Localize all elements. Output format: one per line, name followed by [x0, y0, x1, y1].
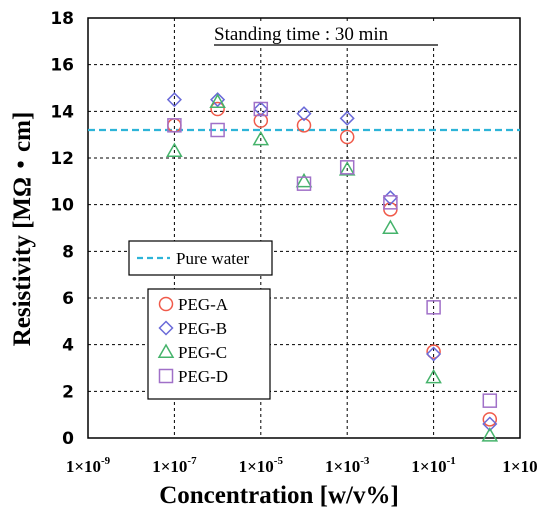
y-tick-labels: 0 2 4 6 8 10 12 14 16 18 — [50, 9, 74, 449]
legend-marker-peg-b — [158, 320, 174, 336]
x-tick-labels: 1×10-9 1×10-7 1×10-5 1×10-3 1×10-1 1×10 — [66, 455, 538, 476]
legend-label: PEG-B — [178, 319, 227, 338]
series-peg-d — [167, 101, 498, 408]
x-axis-title: Concentration [w/v%] — [159, 482, 399, 509]
data-point — [210, 92, 226, 108]
y-tick-label: 2 — [62, 382, 74, 402]
legend-marker-peg-a — [158, 296, 174, 312]
data-point — [426, 344, 441, 359]
data-point — [426, 346, 442, 362]
data-point — [338, 161, 356, 176]
legend-marker-peg-c — [157, 343, 175, 358]
data-point — [339, 129, 355, 145]
x-tick-label: 1×10-9 — [66, 455, 111, 476]
data-point — [296, 118, 312, 133]
y-tick-label: 4 — [62, 336, 74, 356]
series-peg-c — [166, 93, 499, 442]
data-point — [481, 427, 499, 442]
y-tick-label: 0 — [62, 429, 74, 449]
data-point — [382, 219, 399, 234]
data-point — [482, 412, 498, 427]
data-point — [210, 101, 225, 117]
y-axis-title: Resistivity [MΩ・cm] — [9, 112, 36, 347]
data-point — [166, 92, 182, 108]
y-tick-label: 12 — [50, 149, 74, 169]
legend-label: PEG-A — [178, 295, 229, 314]
data-point — [426, 300, 441, 315]
series-legend-box — [147, 288, 271, 400]
data-point — [482, 416, 498, 432]
data-point — [296, 176, 312, 191]
data-point — [210, 122, 225, 138]
reference-legend: Pure water — [128, 240, 273, 276]
y-tick-label: 16 — [50, 56, 74, 76]
data-point — [209, 93, 226, 108]
x-tick-label: 1×10-1 — [411, 455, 455, 476]
data-point — [339, 110, 355, 126]
legend-label: PEG-D — [178, 367, 228, 386]
x-tick-label: 1×10-7 — [152, 455, 197, 476]
y-tick-label: 18 — [50, 9, 74, 29]
x-tick-label: 1×10-5 — [239, 455, 284, 476]
plot-frame — [87, 17, 521, 439]
data-point — [425, 368, 442, 384]
data-point — [167, 118, 182, 133]
data-point — [295, 172, 313, 188]
data-point — [296, 106, 312, 122]
data-point — [253, 113, 269, 128]
y-tick-label: 8 — [62, 242, 74, 262]
standing-time-annotation: Standing time : 30 min — [214, 24, 389, 45]
y-tick-label: 10 — [50, 196, 74, 216]
data-point — [482, 393, 498, 408]
y-tick-label: 14 — [50, 102, 74, 122]
data-point — [253, 101, 269, 117]
legend-label: PEG-C — [178, 343, 227, 362]
series-legend: PEG-A PEG-B PEG-C PEG-D — [147, 288, 271, 400]
series-peg-b — [166, 92, 498, 432]
y-tick-label: 6 — [62, 289, 74, 309]
x-tick-label: 1×10 — [502, 457, 537, 476]
data-point — [252, 130, 270, 146]
data-points — [166, 92, 499, 442]
data-point — [383, 195, 398, 210]
annotation-background — [198, 24, 444, 46]
legend-marker-peg-d — [158, 368, 174, 384]
data-point — [166, 142, 183, 157]
x-tick-label: 1×10-3 — [325, 455, 370, 476]
data-point — [339, 160, 355, 175]
reference-legend-label: Pure water — [176, 249, 250, 268]
